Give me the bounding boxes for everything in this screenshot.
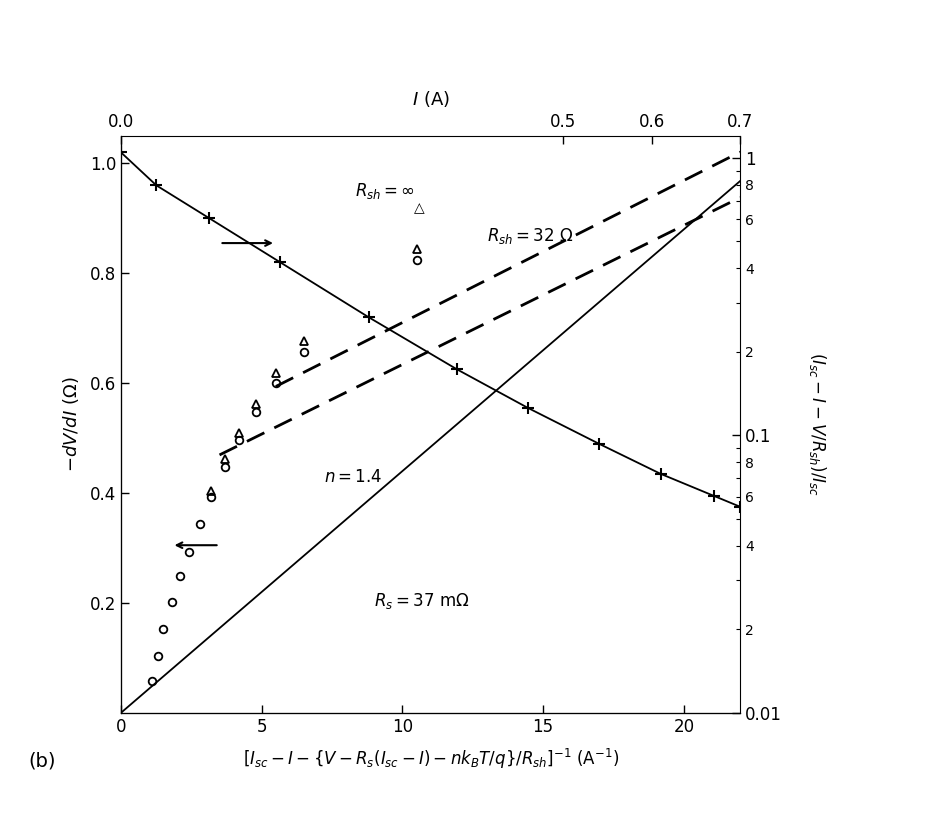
X-axis label: $I\ \mathrm{(A)}$: $I\ \mathrm{(A)}$ — [412, 89, 450, 109]
Y-axis label: $-dV/dI\ (\Omega)$: $-dV/dI\ (\Omega)$ — [61, 377, 81, 472]
Text: $\triangle$: $\triangle$ — [411, 201, 426, 216]
Text: (b): (b) — [28, 751, 56, 770]
Text: $R_s = 37\ \mathrm{m}\Omega$: $R_s = 37\ \mathrm{m}\Omega$ — [374, 591, 470, 611]
X-axis label: $[I_{sc}-I-\{V-R_s(I_{sc}-I)-nk_BT/q\}/R_{sh}]^{-1}$ (A$^{-1}$): $[I_{sc}-I-\{V-R_s(I_{sc}-I)-nk_BT/q\}/R… — [243, 747, 618, 770]
Y-axis label: $(I_{sc}-I-V/R_{sh})/I_{sc}$: $(I_{sc}-I-V/R_{sh})/I_{sc}$ — [807, 353, 828, 496]
Text: $R_{sh} = \infty$: $R_{sh} = \infty$ — [355, 180, 414, 201]
Text: $R_{sh} = 32\ \Omega$: $R_{sh} = 32\ \Omega$ — [487, 227, 573, 246]
Text: $n = 1.4$: $n = 1.4$ — [324, 468, 382, 486]
